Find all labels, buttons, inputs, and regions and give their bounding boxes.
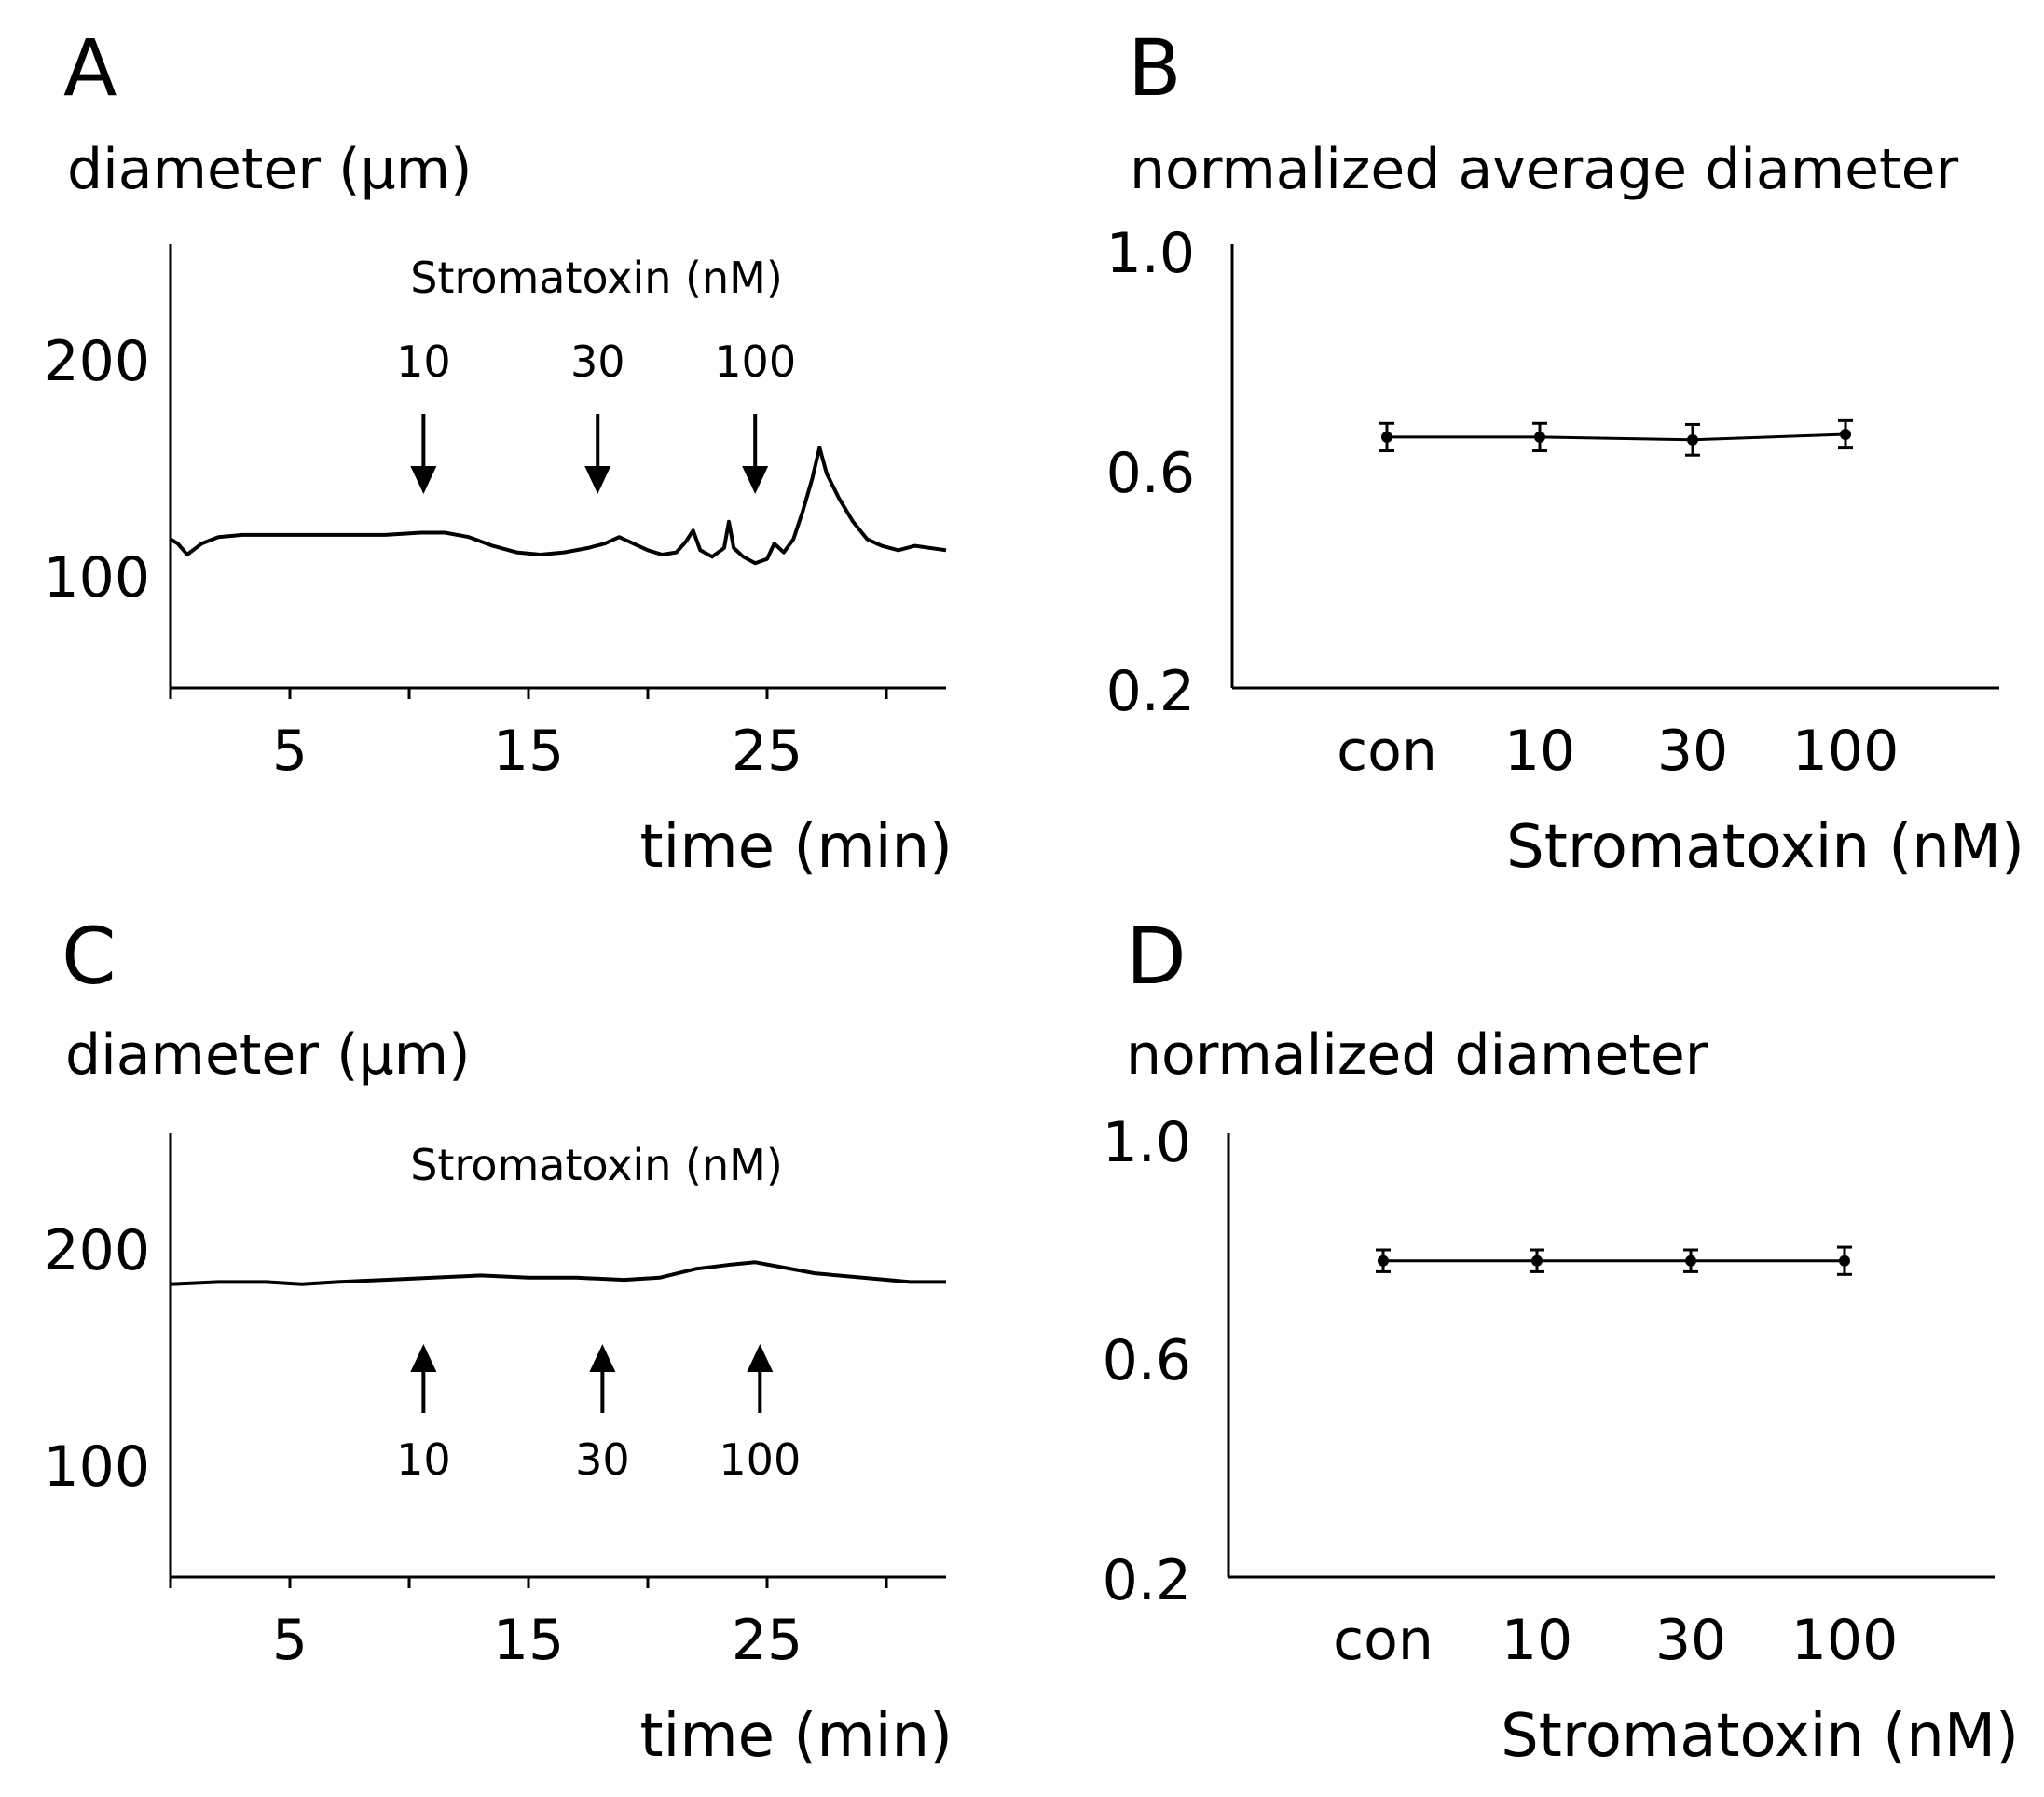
panel-a-xtick-25: 25 (732, 719, 803, 784)
panel-c-ytick-200: 200 (43, 1218, 150, 1283)
data-point-con (1379, 421, 1394, 453)
panel-b-xtick-30: 30 (1657, 719, 1728, 784)
panel-b-xlabel: Stromatoxin (nM) (1506, 813, 2024, 882)
panel-d-xtick-100: 100 (1791, 1608, 1899, 1673)
panel-d-ytick-1-0: 1.0 (1103, 1110, 1191, 1175)
panel-d-xtick-10: 10 (1502, 1608, 1572, 1673)
panel-d-ytick-0-2: 0.2 (1103, 1548, 1191, 1613)
arrow-label-10: 10 (396, 336, 451, 387)
panel-d-xtick-30: 30 (1655, 1608, 1726, 1673)
data-point-30 (1683, 1248, 1698, 1273)
panel-b-ytick-0-6: 0.6 (1106, 441, 1195, 506)
panel-d-xtick-con: con (1333, 1608, 1434, 1673)
data-point-100 (1838, 418, 1853, 450)
panel-b-ytick-1-0: 1.0 (1106, 221, 1195, 286)
panel-d-ytick-0-6: 0.6 (1103, 1328, 1191, 1393)
panel-a-trace (169, 446, 947, 566)
panel-letter-d: D (1126, 911, 1187, 1002)
arrow-label-100: 100 (719, 1434, 801, 1485)
arrow-100: 100 (714, 336, 796, 494)
panel-a-xlabel: time (min) (639, 813, 953, 882)
panel-b-xtick-100: 100 (1792, 719, 1900, 784)
panel-c-xtick-5: 5 (272, 1608, 308, 1673)
panel-c-trace (170, 1260, 946, 1286)
panel-c-arrows: 10 30 100 (169, 1344, 888, 1588)
data-point-con (1376, 1248, 1391, 1273)
panel-c-ylabel: diameter (μm) (65, 1022, 471, 1088)
arrow-30: 30 (570, 336, 625, 494)
panel-b: B normalized average diameter 1.0 0.6 0.… (1106, 22, 2024, 882)
panel-b-xtick-con: con (1337, 719, 1437, 784)
panel-letter-a: A (63, 22, 117, 114)
arrow-100: 100 (719, 1344, 801, 1485)
panel-d: D normalized diameter 1.0 0.6 0.2 con 10… (1103, 911, 2019, 1771)
panel-a-arrows: 10 30 100 (169, 336, 888, 699)
panel-a-ylabel: diameter (μm) (67, 137, 473, 202)
panel-a-xtick-5: 5 (272, 719, 308, 784)
panel-c-ytick-100: 100 (43, 1434, 150, 1500)
data-point-30 (1685, 422, 1700, 457)
arrow-10: 10 (396, 1344, 451, 1485)
arrow-label-100: 100 (714, 336, 796, 387)
panel-c-xlabel: time (min) (639, 1702, 953, 1771)
panel-letter-c: C (62, 911, 117, 1002)
panel-d-ylabel: normalized diameter (1126, 1022, 1708, 1088)
panel-b-marks (1379, 418, 1853, 457)
arrow-label-30: 30 (575, 1434, 630, 1485)
panel-c: C diameter (μm) 200 100 5 15 25 time (mi… (43, 911, 953, 1771)
panel-a-ytick-200: 200 (43, 329, 150, 394)
arrow-10: 10 (396, 336, 451, 494)
data-point-10 (1530, 1248, 1544, 1273)
panel-a-ytick-100: 100 (43, 545, 150, 610)
panel-d-marks (1376, 1245, 1852, 1276)
series-line (1387, 432, 1846, 442)
panel-d-xlabel: Stromatoxin (nM) (1501, 1702, 2019, 1771)
arrow-label-10: 10 (396, 1434, 451, 1485)
data-point-10 (1532, 421, 1547, 453)
arrow-label-30: 30 (570, 336, 625, 387)
panel-c-xtick-25: 25 (732, 1608, 803, 1673)
panel-letter-b: B (1128, 22, 1182, 114)
panel-b-ytick-0-2: 0.2 (1106, 659, 1195, 724)
panel-a-annotation: Stromatoxin (nM) (410, 253, 783, 303)
panel-a-xtick-15: 15 (493, 719, 564, 784)
panel-c-xtick-15: 15 (493, 1608, 564, 1673)
data-point-100 (1837, 1245, 1852, 1276)
panel-b-xtick-10: 10 (1504, 719, 1575, 784)
arrow-30: 30 (575, 1344, 630, 1485)
panel-b-ylabel: normalized average diameter (1130, 137, 1958, 202)
panel-c-annotation: Stromatoxin (nM) (410, 1140, 783, 1190)
panel-a: A diameter (μm) 200 100 5 15 25 time (mi… (43, 22, 953, 882)
